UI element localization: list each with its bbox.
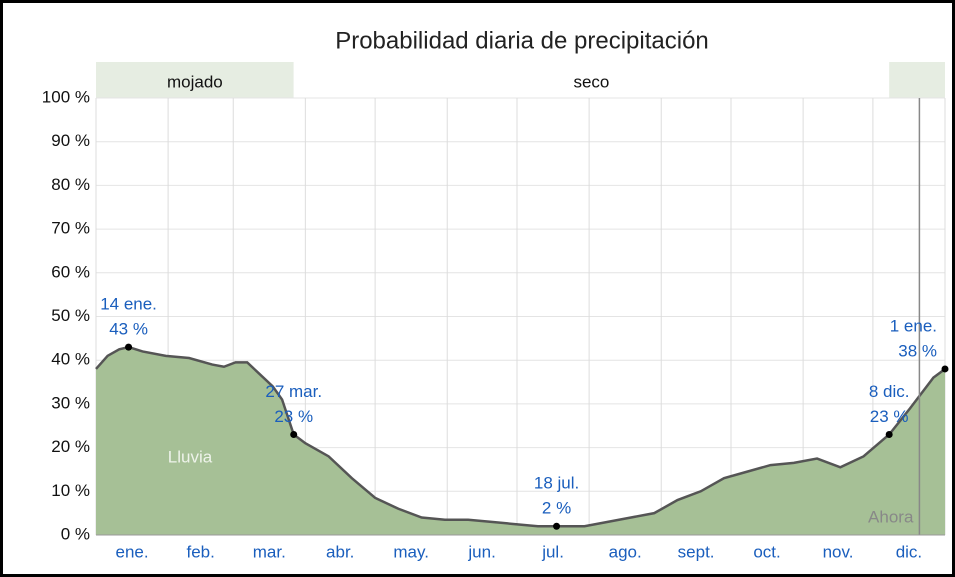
x-tick-label: ago. — [609, 542, 642, 561]
y-tick-label: 20 % — [51, 437, 90, 456]
series-label: Lluvia — [168, 447, 213, 466]
annotation-date: 1 ene. — [890, 316, 937, 335]
season-band — [889, 62, 945, 98]
rain-line — [95, 345, 946, 528]
x-tick-label: mar. — [253, 542, 286, 561]
annotation-date: 8 dic. — [869, 382, 910, 401]
annotation-date: 18 jul. — [534, 474, 579, 493]
y-tick-label: 30 % — [51, 393, 90, 412]
season-label: seco — [573, 72, 609, 91]
season-band — [96, 62, 294, 98]
annotation-dot — [885, 430, 893, 438]
chart-title: Probabilidad diaria de precipitación — [335, 27, 709, 54]
annotation-dot — [553, 522, 561, 530]
y-tick-label: 40 % — [51, 350, 90, 369]
rain-area — [96, 347, 945, 535]
y-tick-label: 60 % — [51, 262, 90, 281]
season-band — [293, 62, 890, 98]
x-tick-label: oct. — [753, 542, 780, 561]
x-tick-label: nov. — [823, 542, 854, 561]
y-tick-label: 90 % — [51, 131, 90, 150]
x-tick-label: ene. — [116, 542, 149, 561]
annotation-date: 14 ene. — [100, 295, 157, 314]
annotation-dot — [290, 430, 298, 438]
x-tick-label: jun. — [467, 542, 495, 561]
annotation-label: 38 % — [898, 341, 937, 360]
x-tick-label: abr. — [326, 542, 354, 561]
now-label: Ahora — [868, 507, 914, 526]
x-tick-label: dic. — [896, 542, 922, 561]
x-tick-label: feb. — [186, 542, 214, 561]
x-tick-label: may. — [393, 542, 429, 561]
y-tick-label: 10 % — [51, 481, 90, 500]
annotation-label: 23 % — [274, 407, 313, 426]
annotation-label: 23 % — [870, 407, 909, 426]
annotation-label: 43 % — [109, 320, 148, 339]
y-tick-label: 80 % — [51, 175, 90, 194]
y-tick-label: 100 % — [42, 87, 90, 106]
y-tick-label: 0 % — [61, 524, 90, 543]
x-tick-label: jul. — [541, 542, 564, 561]
y-tick-label: 50 % — [51, 306, 90, 325]
annotation-date: 27 mar. — [265, 382, 322, 401]
x-tick-label: sept. — [678, 542, 715, 561]
annotation-dot — [941, 365, 949, 373]
annotation-dot — [125, 343, 133, 351]
annotation-label: 2 % — [542, 499, 571, 518]
y-tick-label: 70 % — [51, 219, 90, 238]
season-label: mojado — [167, 72, 223, 91]
